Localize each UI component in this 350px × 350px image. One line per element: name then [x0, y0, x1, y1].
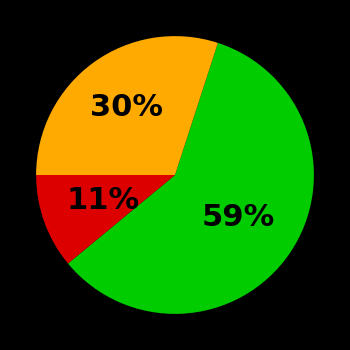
Text: 11%: 11% [66, 187, 140, 215]
Text: 30%: 30% [90, 93, 162, 122]
Wedge shape [36, 175, 175, 264]
Text: 59%: 59% [202, 203, 275, 232]
Wedge shape [68, 43, 314, 314]
Wedge shape [36, 36, 218, 175]
